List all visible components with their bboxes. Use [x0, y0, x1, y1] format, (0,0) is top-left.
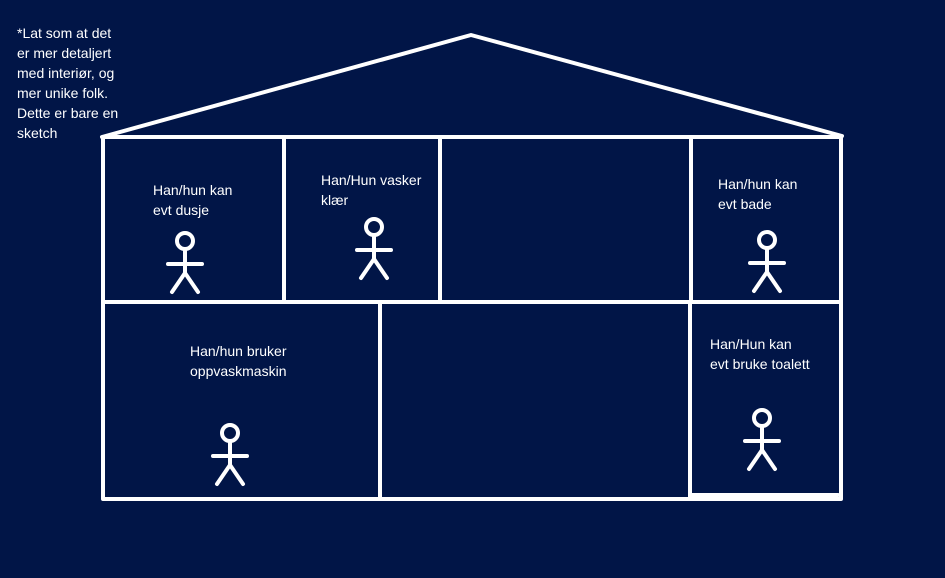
sketch-note: *Lat som at det er mer detaljert med int… [17, 25, 119, 141]
person-toilet-icon [743, 408, 781, 471]
room-label-kitchen: Han/hun bruker oppvaskmaskin [190, 343, 287, 379]
person-kitchen-icon [211, 423, 249, 486]
room-label-toilet: Han/Hun kan evt bruke toalett [710, 336, 810, 372]
person-laundry-icon [355, 217, 393, 280]
house-outline [101, 135, 843, 501]
room-label-shower: Han/hun kan evt dusje [153, 182, 233, 218]
room-label-bath: Han/hun kan evt bade [718, 176, 798, 212]
room-label-laundry: Han/Hun vasker klær [321, 172, 422, 208]
person-shower-icon [166, 231, 204, 294]
roof [100, 33, 844, 139]
person-bath-icon [748, 230, 786, 293]
